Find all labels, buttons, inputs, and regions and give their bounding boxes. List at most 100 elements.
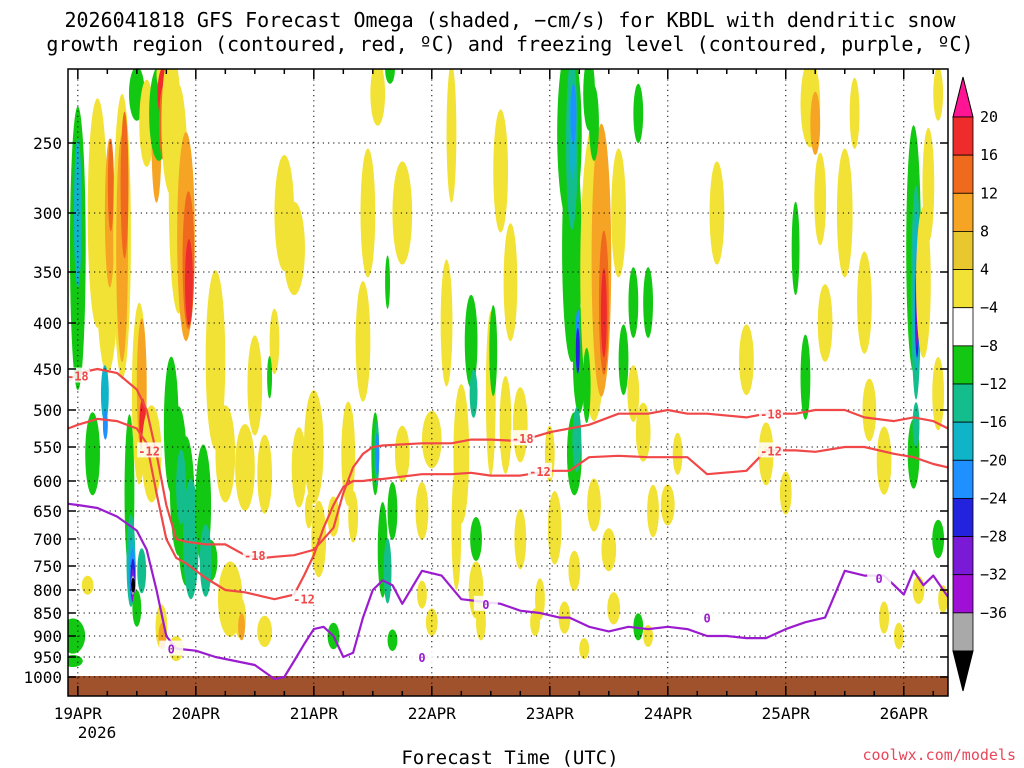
omega-shade-cell: [547, 491, 562, 565]
omega-shade-cell: [469, 369, 478, 418]
omega-shade-cell: [512, 387, 528, 463]
colorbar-label: −12: [980, 375, 1007, 393]
colorbar-swatch: [952, 612, 974, 652]
omega-shade-cell: [383, 538, 392, 604]
omega-shade-cell: [185, 239, 193, 326]
omega-shade-cell: [912, 575, 925, 605]
omega-shade-cell: [107, 138, 114, 232]
omega-shade-cell: [387, 629, 398, 651]
omega-shade-cell: [535, 578, 545, 621]
omega-shade-cell: [120, 111, 129, 259]
contour-label-dgz-upper-bg: [68, 367, 90, 383]
omega-shade-cell: [385, 69, 395, 84]
omega-shade-cell: [499, 375, 512, 474]
colorbar-swatch: [952, 383, 974, 423]
colorbar-label: −24: [980, 489, 1007, 507]
colorbar-swatch: [952, 459, 974, 499]
omega-shade-cell: [476, 604, 486, 641]
omega-shade-cell: [425, 608, 438, 636]
y-tick-label: 650: [33, 502, 62, 521]
contour-freezing_0C: [68, 502, 948, 681]
omega-shade-cell: [238, 613, 245, 641]
contour-label-dgz-lower: -12: [760, 444, 782, 458]
omega-shade-cell: [779, 471, 792, 515]
omega-shade-cell: [514, 508, 527, 570]
omega-shade-cell: [672, 432, 683, 475]
omega-shade-cell: [503, 223, 518, 342]
contour-label-freezing: 0: [418, 651, 425, 665]
y-tick-label: 800: [33, 581, 62, 600]
colorbar-label: 4: [980, 261, 989, 279]
y-tick-label: 700: [33, 530, 62, 549]
omega-shade-cell: [589, 85, 599, 161]
plot-frame: [67, 68, 949, 697]
omega-shade-cell: [916, 206, 931, 358]
footer-credit: coolwx.com/models: [862, 746, 1016, 764]
colorbar-swatch: [952, 269, 974, 309]
colorbar-swatch: [952, 192, 974, 232]
omega-shade-cell: [392, 161, 413, 265]
colorbar-swatch: [952, 345, 974, 385]
omega-shade-cell: [470, 517, 482, 561]
omega-shade-cell: [814, 152, 827, 246]
contour-label-dgz-lower-bg: [137, 442, 162, 458]
omega-shade-cell: [932, 356, 945, 431]
contour-label-freezing: 0: [703, 612, 710, 626]
omega-shading-layer: [68, 69, 948, 668]
omega-shade-cell: [348, 490, 359, 543]
y-tick-label: 550: [33, 438, 62, 457]
colorbar-label: −32: [980, 566, 1007, 584]
omega-shade-cell: [137, 548, 147, 594]
colorbar-swatch: [952, 116, 974, 156]
omega-shade-cell: [85, 412, 100, 496]
y-tick-label: 500: [33, 401, 62, 420]
colorbar-label: 16: [980, 146, 998, 164]
omega-shade-cell: [68, 618, 86, 654]
omega-shade-cell: [836, 148, 853, 278]
chart-title-line-1: 2026041818 GFS Forecast Omega (shaded, −…: [64, 8, 956, 32]
omega-shade-cell: [857, 251, 872, 354]
contour-label-freezing: 0: [482, 598, 489, 612]
y-tick-label: 850: [33, 604, 62, 623]
omega-shade-cell: [464, 294, 478, 388]
omega-shade-cell: [385, 255, 391, 309]
omega-shade-cell: [628, 267, 639, 338]
omega-shade-cell: [355, 281, 371, 402]
contour-label-dgz-upper: -18: [760, 408, 782, 422]
omega-shade-cell: [257, 434, 273, 514]
x-tick-label: 20APR: [172, 704, 221, 723]
omega-shade-cell: [131, 578, 136, 593]
colorbar-arrow-bottom: [952, 650, 974, 692]
omega-shade-cell: [643, 267, 654, 338]
omega-shade-cell: [446, 69, 457, 203]
y-axis-pressure: 250 300 350 400 450 500 550 600 650 700 750 800 850 9…: [23, 134, 948, 687]
omega-shade-cell: [73, 138, 82, 288]
colorbar-label: −16: [980, 413, 1007, 431]
x-tick-label: 24APR: [644, 704, 693, 723]
omega-shade-cell: [647, 484, 659, 538]
omega-shade-cell: [643, 625, 654, 647]
colorbar-swatch: [952, 154, 974, 194]
y-tick-label: 950: [33, 648, 62, 667]
omega-shade-cell: [582, 347, 591, 423]
omega-shade-cell: [800, 334, 811, 420]
omega-shade-cell: [489, 305, 498, 397]
omega-shade-cell: [739, 324, 754, 396]
contour-label-freezing-bg: [409, 649, 434, 664]
omega-shade-cell: [607, 592, 621, 625]
omega-shade-cell: [587, 478, 601, 532]
y-tick-label: 450: [33, 360, 62, 379]
x-axis-time: 19APR 20APR 21APR 22APR 23APR 24APR 25APR 26APR: [54, 69, 935, 723]
omega-shade-cell: [267, 355, 273, 399]
omega-shade-cell: [579, 638, 590, 660]
omega-shade-cell: [375, 432, 380, 475]
contour-label-dgz-lower: -12: [529, 465, 551, 479]
colorbar-label: 8: [980, 222, 989, 240]
colorbar-swatch: [952, 231, 974, 270]
omega-shade-cell: [100, 365, 109, 422]
omega-shade-cell: [570, 83, 577, 143]
colorbar-arrow-top: [952, 76, 974, 118]
omega-shade-cell: [568, 550, 581, 591]
omega-shade-cell: [618, 324, 629, 396]
contour-label-dgz-upper: -18: [244, 549, 266, 563]
